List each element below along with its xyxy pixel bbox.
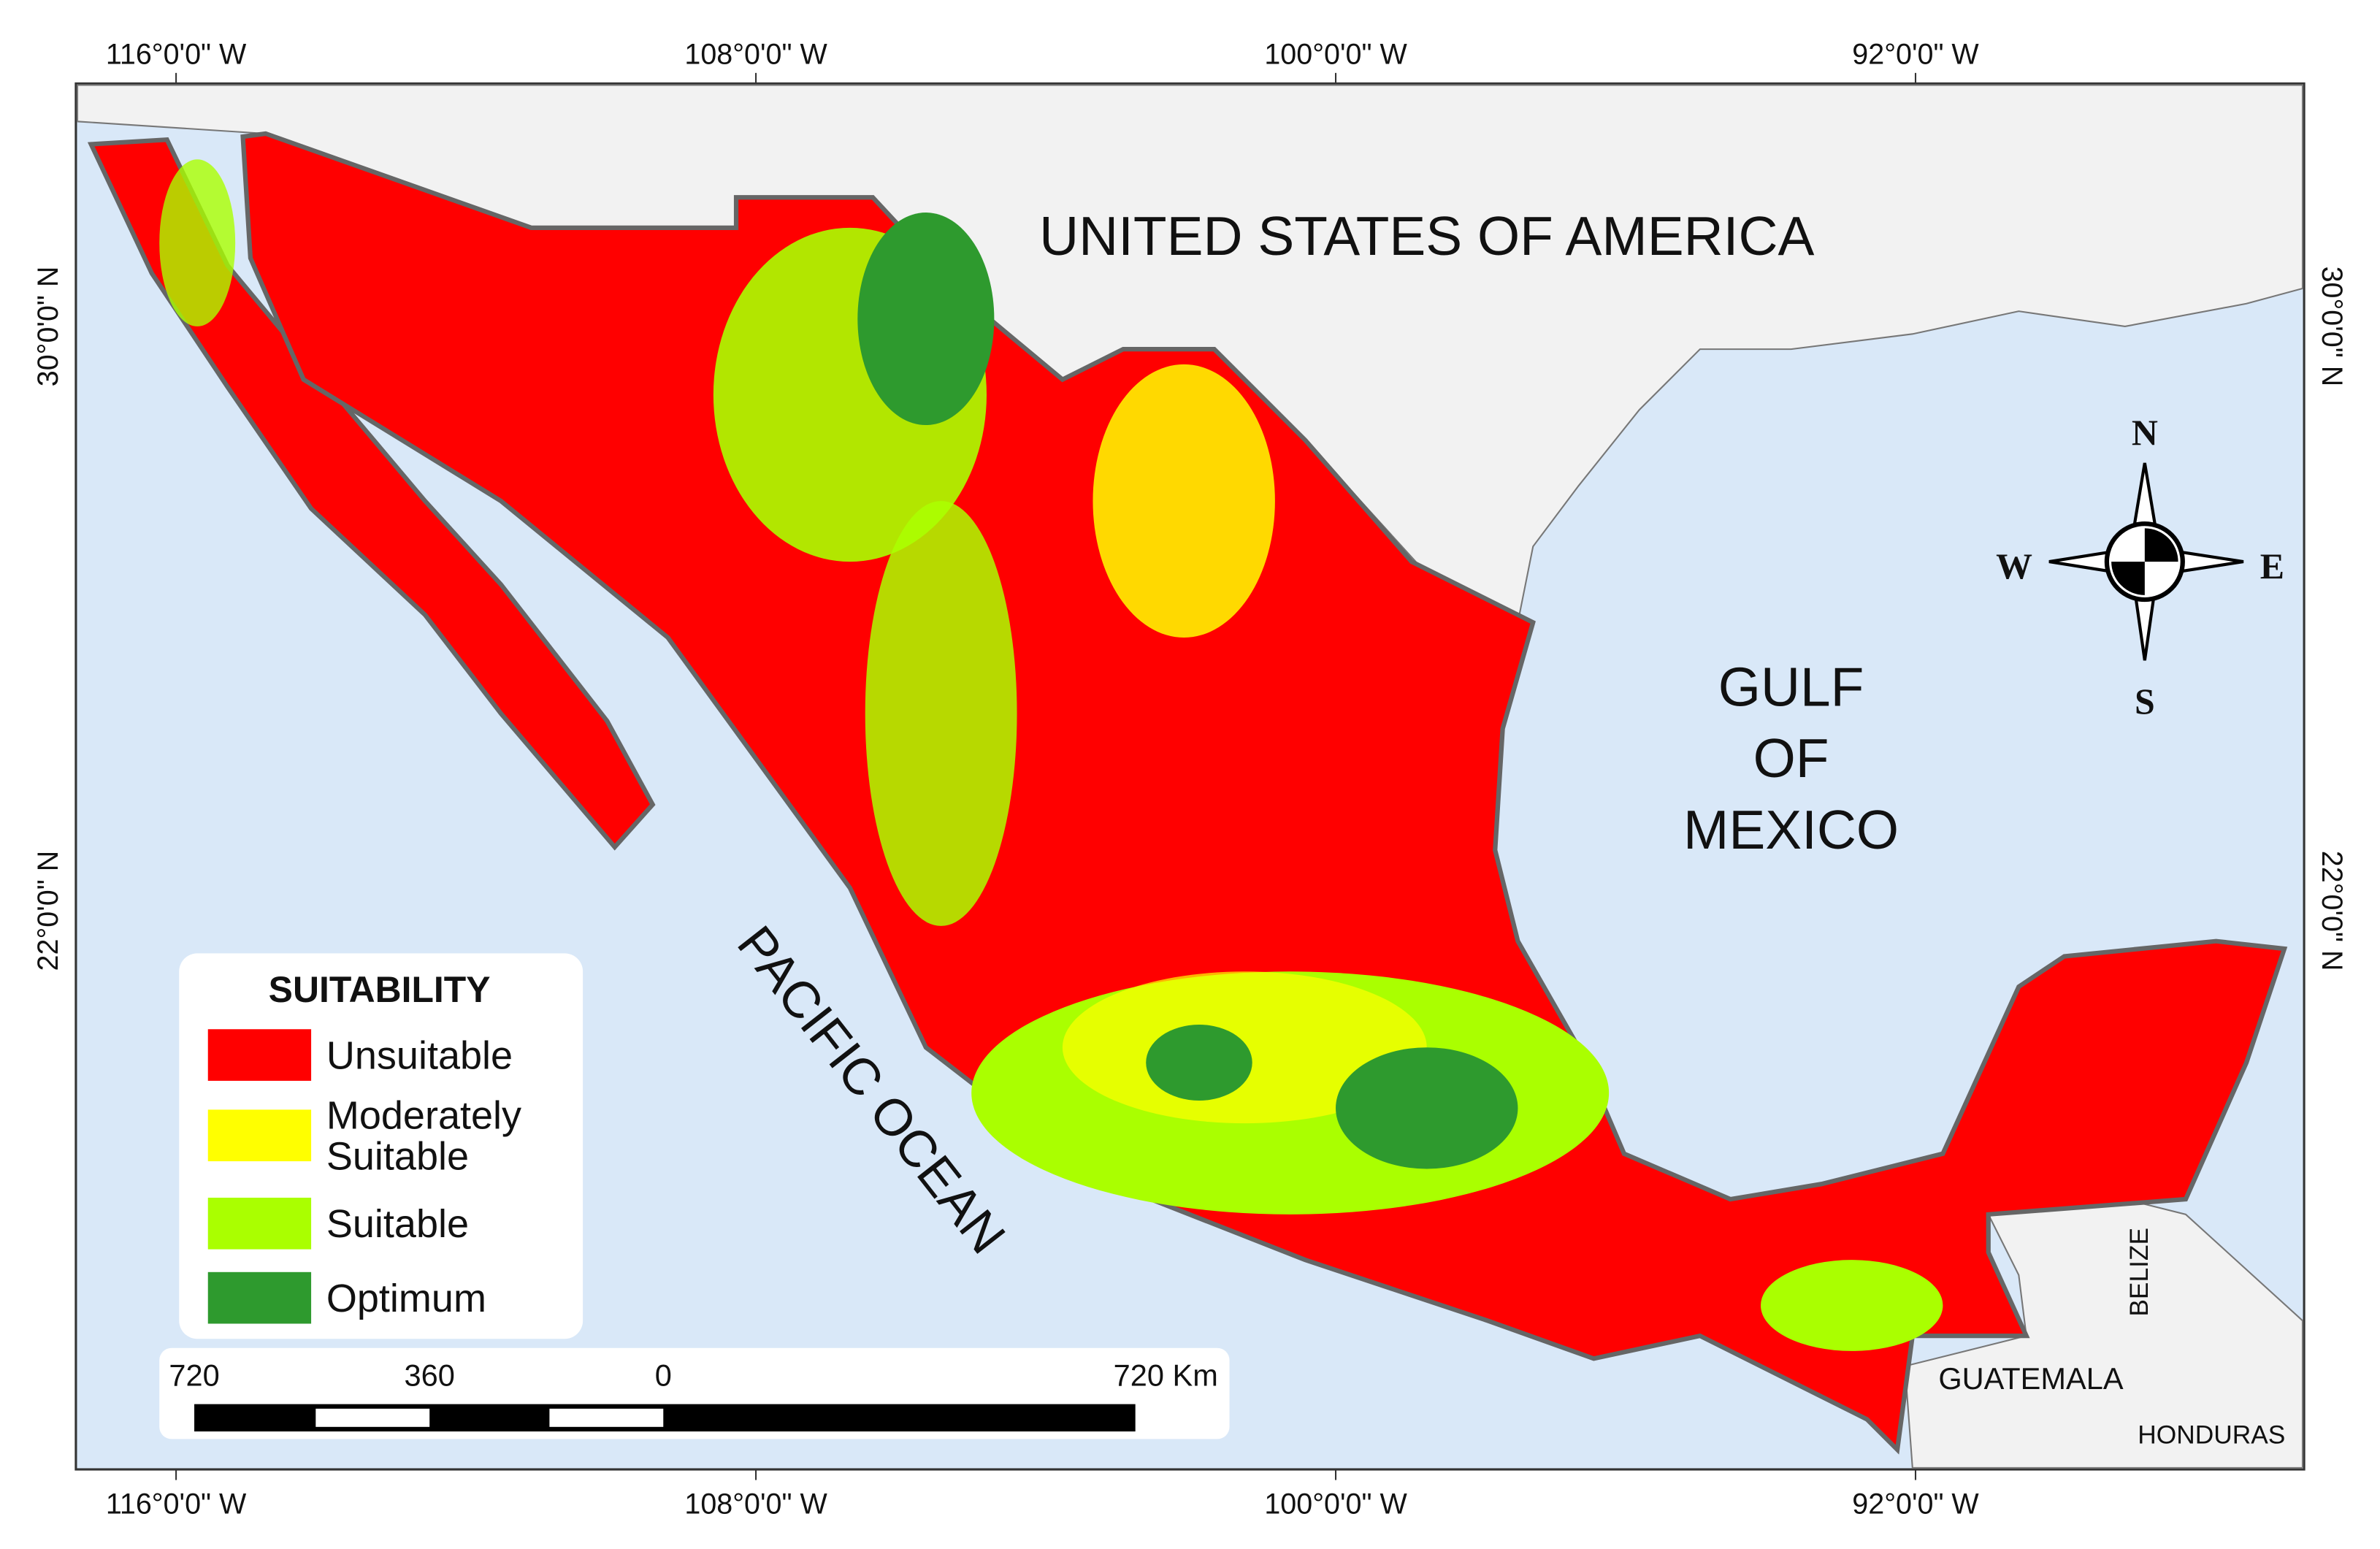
graticule-label: 30°0'0" N — [2316, 267, 2348, 387]
suitable-area — [1760, 1260, 1943, 1351]
graticule-label: 108°0'0" W — [684, 1488, 827, 1520]
optimum-area — [1336, 1047, 1518, 1169]
compass-n: N — [2132, 413, 2158, 453]
graticule-label: 100°0'0" W — [1264, 1488, 1407, 1520]
compass-s: S — [2135, 681, 2155, 722]
graticule-label: 92°0'0" W — [1852, 1488, 1979, 1520]
scale-bar-gap — [315, 1408, 430, 1427]
graticule-label: 108°0'0" W — [684, 38, 827, 70]
legend-label: Optimum — [326, 1277, 486, 1320]
legend-swatch — [207, 1271, 312, 1324]
legend-swatch — [207, 1109, 312, 1162]
central-america-land — [1904, 1198, 2304, 1469]
scale-bar-gap — [549, 1408, 664, 1427]
suitability-areas — [159, 159, 1943, 1351]
graticule-label: 92°0'0" W — [1852, 38, 1979, 70]
graticule: 116°0'0" W 108°0'0" W 100°0'0" W 92°0'0" W 1… — [32, 38, 2348, 1520]
scale-bar: 720 360 0 720 Km — [159, 1347, 1230, 1439]
optimum-area — [857, 213, 995, 426]
place-label: UNITED STATES OF AMERICA — [1039, 205, 1814, 267]
baja-california — [87, 137, 656, 851]
place-label: OF — [1753, 727, 1829, 789]
compass-e: E — [2260, 546, 2284, 586]
place-label: GULF — [1718, 657, 1864, 718]
scale-label: 360 — [405, 1358, 455, 1393]
scale-label: 720 Km — [1114, 1358, 1218, 1393]
legend-label: Suitable — [326, 1202, 469, 1246]
graticule-label: 22°0'0" N — [2316, 851, 2348, 971]
legend-swatch — [207, 1197, 312, 1250]
legend: SUITABILITY UnsuitableModeratelySuitable… — [179, 953, 583, 1339]
graticule-label: 22°0'0" N — [32, 851, 64, 971]
scale-label: 0 — [655, 1358, 672, 1393]
compass-quarters — [2111, 528, 2178, 595]
optimum-area — [1146, 1025, 1252, 1101]
suitable-area — [159, 159, 236, 326]
legend-label: Unsuitable — [326, 1033, 513, 1077]
place-label: GUATEMALA — [1938, 1361, 2123, 1396]
compass: N E S W — [1996, 413, 2284, 722]
graticule-label: 116°0'0" W — [106, 38, 247, 70]
moderate-area — [1093, 364, 1275, 638]
suitable-area — [865, 500, 1017, 926]
scale-label: 720 — [169, 1358, 219, 1393]
place-label: HONDURAS — [2138, 1421, 2285, 1450]
graticule-label: 30°0'0" N — [32, 267, 64, 387]
compass-w: W — [1996, 546, 2032, 586]
place-label: MEXICO — [1683, 799, 1899, 860]
place-label: BELIZE — [2125, 1228, 2154, 1317]
legend-label: Suitable — [326, 1135, 469, 1179]
legend-title: SUITABILITY — [269, 969, 491, 1010]
graticule-label: 100°0'0" W — [1264, 38, 1407, 70]
graticule-label: 116°0'0" W — [106, 1488, 247, 1520]
legend-swatch — [207, 1029, 312, 1081]
legend-label: Moderately — [326, 1093, 521, 1137]
